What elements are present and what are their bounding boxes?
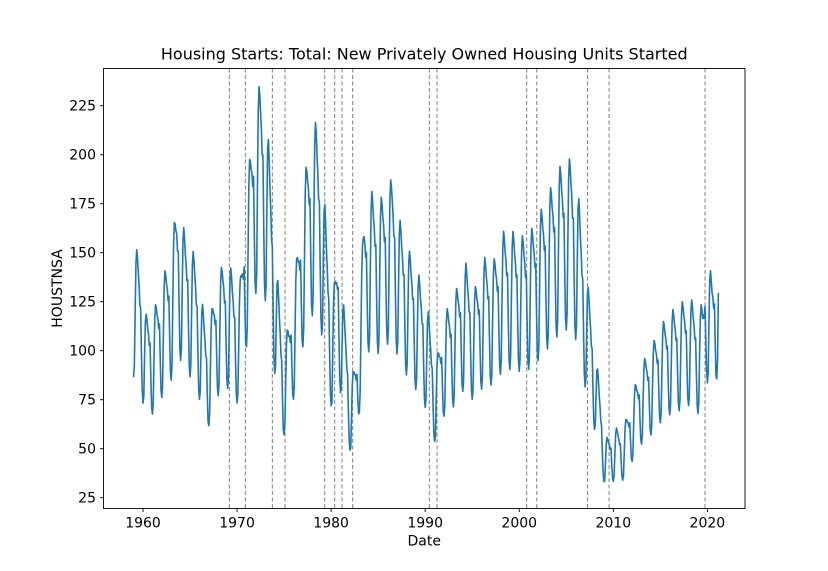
- y-tick-label: 225: [69, 99, 96, 115]
- y-axis-label: HOUSTNSA: [50, 249, 66, 328]
- plot-area: [103, 68, 745, 509]
- x-tick-label: 2000: [501, 516, 537, 532]
- y-tick-label: 150: [69, 246, 96, 262]
- y-tick-label: 125: [69, 295, 96, 311]
- houstnsa-line-series: [132, 85, 720, 483]
- y-tick-label: 175: [69, 197, 96, 213]
- x-tick-label: 1970: [219, 516, 255, 532]
- x-tick-label: 1960: [125, 516, 161, 532]
- x-tick-label: 2020: [690, 516, 726, 532]
- x-tick-labels: 1960 1970 1980 1990 2000 2010 2020: [125, 516, 725, 532]
- houstnsa-line: [132, 85, 720, 483]
- y-tick-label: 100: [69, 344, 96, 360]
- y-tick-label: 75: [78, 393, 96, 409]
- axis-ticks: [100, 105, 708, 512]
- y-tick-labels: 25 50 75 100 125 150 175 200 225: [69, 99, 96, 507]
- x-tick-label: 1990: [407, 516, 443, 532]
- x-axis-label: Date: [408, 534, 441, 550]
- recession-vlines: [228, 68, 706, 509]
- axes-spines: [103, 68, 746, 509]
- x-tick-label: 2010: [595, 516, 631, 532]
- chart-title: Housing Starts: Total: New Privately Own…: [161, 45, 688, 64]
- y-tick-label: 200: [69, 148, 96, 164]
- y-tick-label: 25: [78, 491, 96, 507]
- y-tick-label: 50: [78, 442, 96, 458]
- x-tick-label: 1980: [313, 516, 349, 532]
